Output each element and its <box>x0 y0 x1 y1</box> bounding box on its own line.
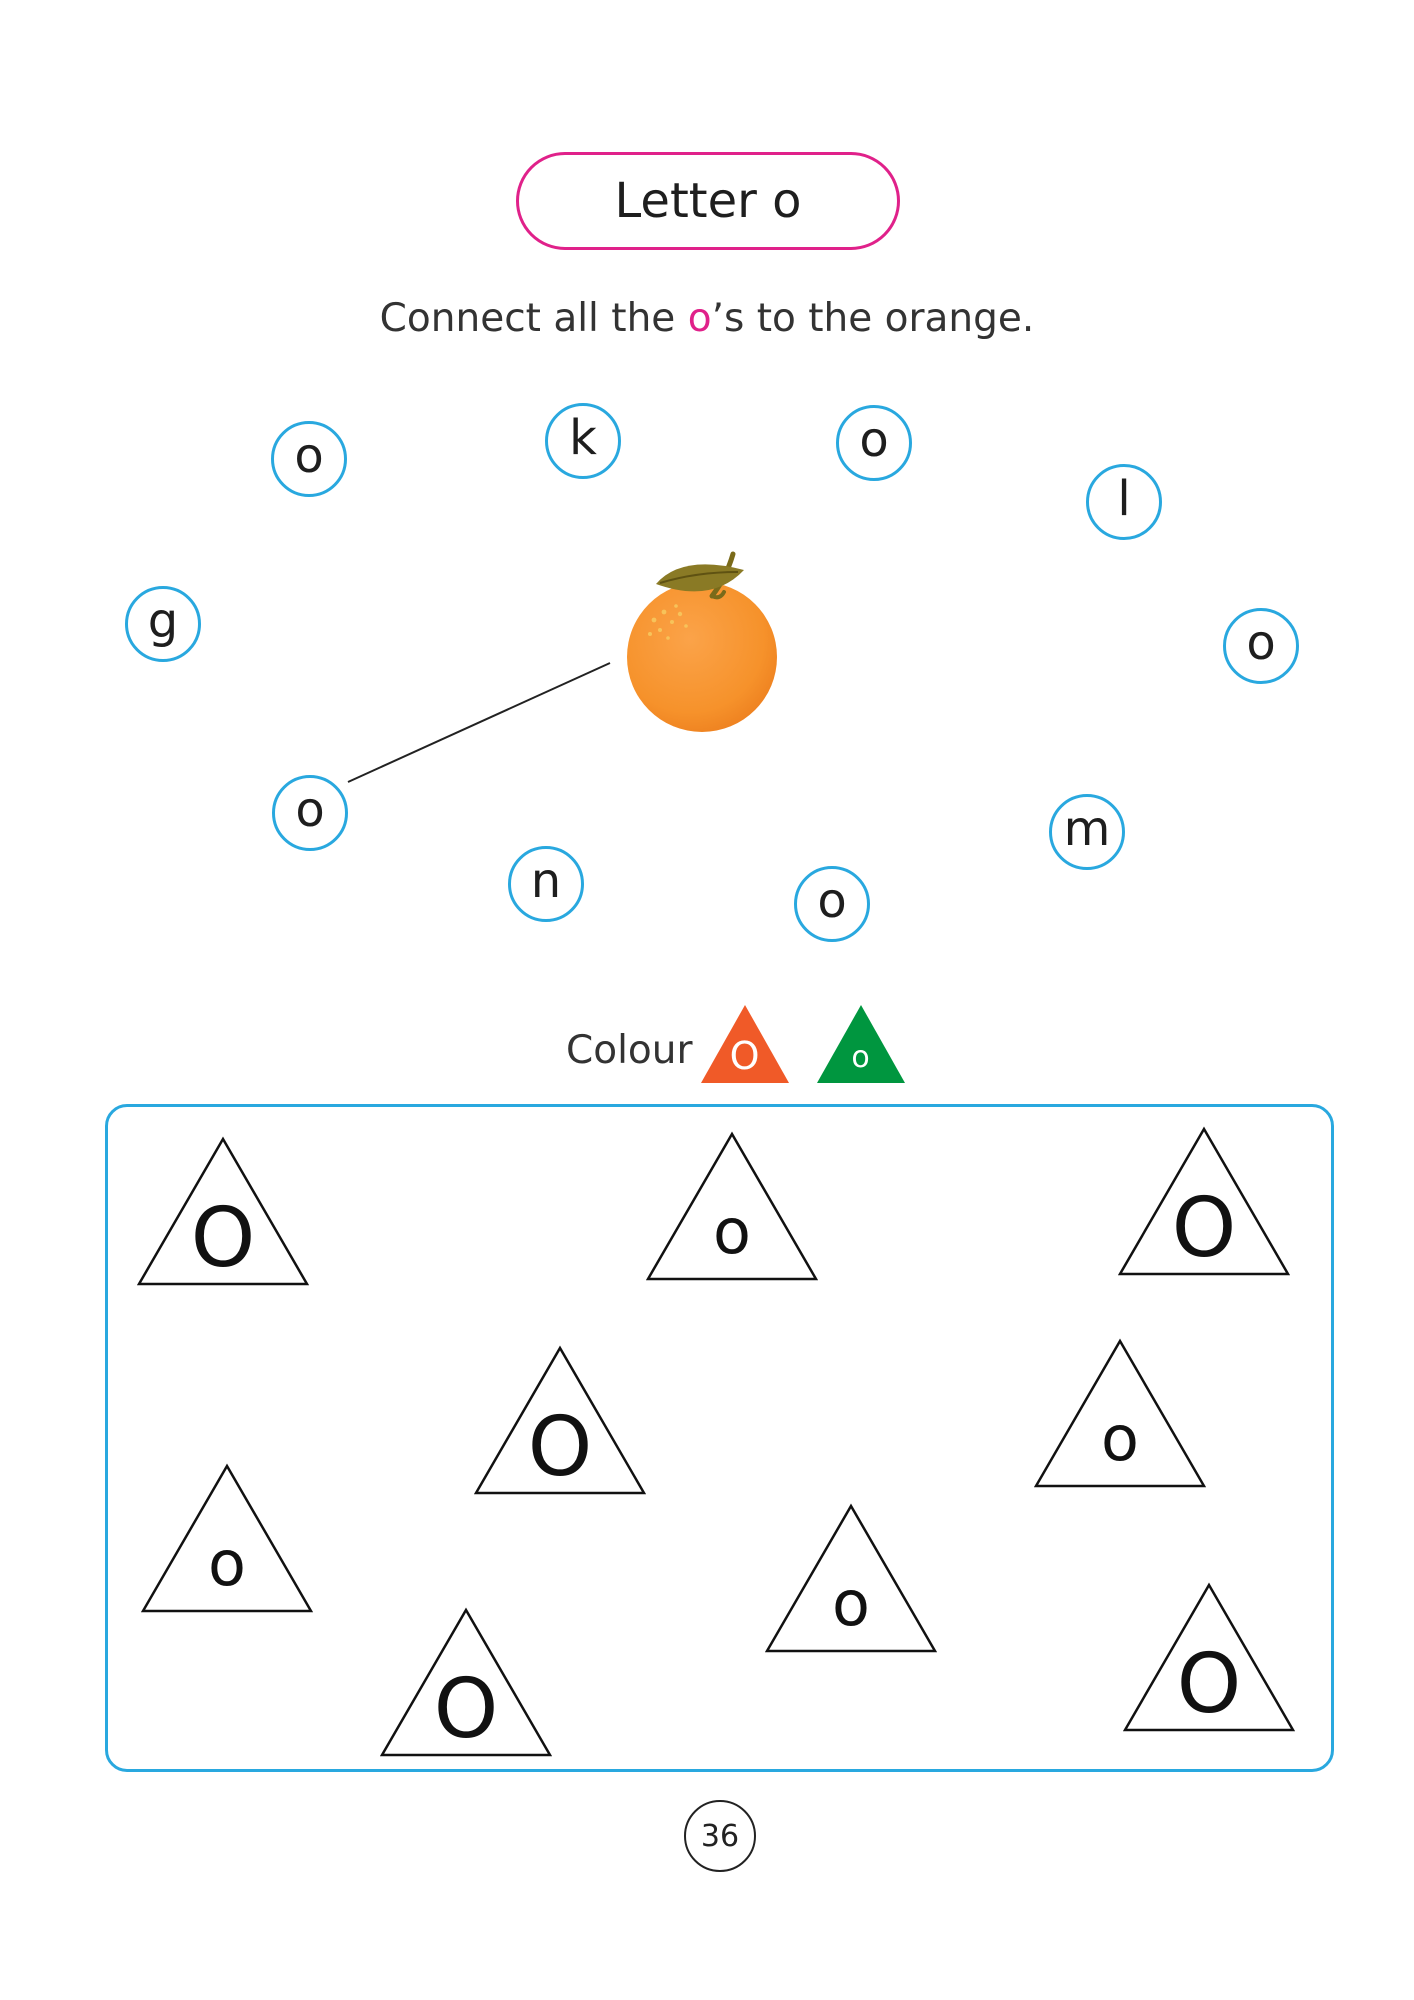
instruction-text-after: ’s to the orange. <box>711 296 1035 341</box>
letter-bubble-label: o <box>817 873 847 929</box>
colour-triangle[interactable]: o <box>764 1503 938 1653</box>
key-triangle-green: o <box>815 1003 907 1085</box>
triangle-outline-icon <box>473 1345 647 1495</box>
key-triangle-orange: O <box>699 1003 791 1085</box>
letter-bubble-label: o <box>1246 615 1276 671</box>
colour-triangle[interactable]: O <box>473 1345 647 1495</box>
triangle-outline-icon <box>1117 1126 1291 1276</box>
triangle-letter: o <box>208 1527 246 1600</box>
letter-bubble-label: o <box>295 782 325 838</box>
letter-bubble[interactable]: o <box>272 775 348 851</box>
colouring-panel <box>105 1104 1334 1772</box>
triangle-letter: o <box>1101 1402 1139 1475</box>
letter-bubble-label: n <box>530 853 562 909</box>
connector-line <box>347 662 611 783</box>
colour-triangle[interactable]: O <box>379 1607 553 1757</box>
letter-bubble[interactable]: o <box>1223 608 1299 684</box>
triangle-letter: O <box>527 1400 593 1495</box>
letter-bubble[interactable]: m <box>1049 794 1125 870</box>
letter-bubble-label: l <box>1117 471 1131 527</box>
letter-bubble-label: o <box>859 412 889 468</box>
triangle-outline-icon <box>764 1503 938 1653</box>
triangle-outline-icon <box>645 1131 819 1281</box>
triangle-outline-icon <box>379 1607 553 1757</box>
key-letter: o <box>851 1040 870 1075</box>
letter-bubble[interactable]: o <box>271 421 347 497</box>
orange-icon[interactable] <box>620 548 790 732</box>
key-letter: O <box>729 1034 760 1078</box>
triangle-outline-icon <box>1033 1338 1207 1488</box>
colour-key: Colour O o <box>566 995 907 1085</box>
triangle-letter: o <box>832 1567 870 1640</box>
triangle-letter: O <box>190 1191 256 1286</box>
colour-triangle[interactable]: O <box>136 1136 310 1286</box>
letter-bubble[interactable]: n <box>508 846 584 922</box>
triangle-letter: O <box>1171 1181 1237 1276</box>
letter-bubble[interactable]: k <box>545 403 621 479</box>
colour-label: Colour <box>566 1028 693 1073</box>
triangle-letter: O <box>1176 1637 1242 1732</box>
letter-bubble[interactable]: g <box>125 586 201 662</box>
triangle-outline-icon <box>140 1463 314 1613</box>
triangle-letter: o <box>713 1195 751 1268</box>
triangle-orange-icon <box>700 1005 789 1083</box>
instruction: Connect all the o’s to the orange. <box>0 296 1414 341</box>
letter-bubble-label: m <box>1063 801 1111 857</box>
triangle-green-icon <box>816 1005 905 1083</box>
letter-bubble[interactable]: o <box>836 405 912 481</box>
key-triangle-fill <box>700 1005 789 1083</box>
page-title: Letter o <box>614 173 802 229</box>
colour-triangle[interactable]: o <box>1033 1338 1207 1488</box>
colour-triangle[interactable]: O <box>1117 1126 1291 1276</box>
letter-bubble[interactable]: l <box>1086 464 1162 540</box>
key-triangle-fill <box>816 1005 905 1083</box>
page-number-label: 36 <box>700 1818 740 1854</box>
instruction-text-before: Connect all the <box>379 296 688 341</box>
letter-bubble[interactable]: o <box>794 866 870 942</box>
triangle-outline-icon <box>1122 1582 1296 1732</box>
triangle-letter: O <box>433 1662 499 1757</box>
letter-bubble-label: o <box>294 428 324 484</box>
colour-triangle[interactable]: o <box>140 1463 314 1613</box>
title-pill: Letter o <box>516 152 900 250</box>
colour-triangle[interactable]: O <box>1122 1582 1296 1732</box>
letter-bubble-label: k <box>569 410 597 466</box>
letter-bubble-label: g <box>147 593 179 649</box>
colour-triangle[interactable]: o <box>645 1131 819 1281</box>
page-number: 36 <box>684 1800 756 1872</box>
instruction-highlight-letter: o <box>687 296 712 341</box>
triangle-outline-icon <box>136 1136 310 1286</box>
